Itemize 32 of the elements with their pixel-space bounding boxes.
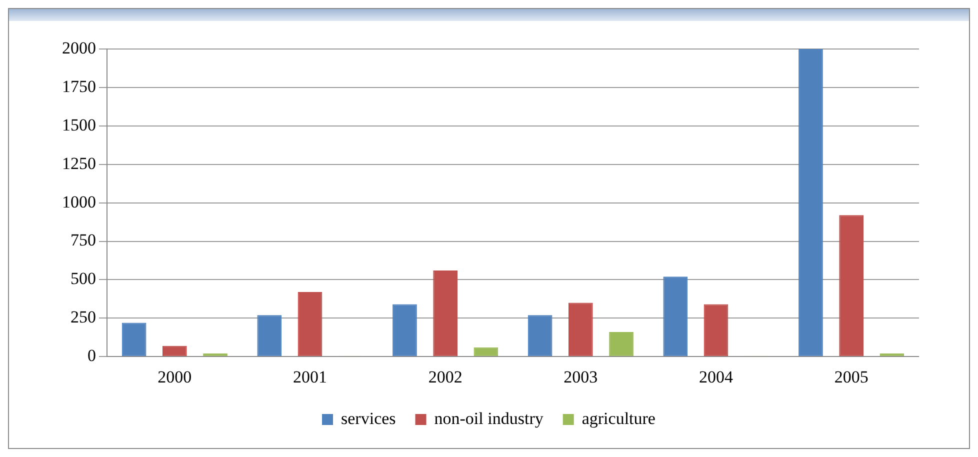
y-tick-label: 0 — [88, 346, 96, 366]
bar — [257, 315, 282, 356]
x-tick-label: 2001 — [293, 367, 327, 386]
legend-label: agriculture — [582, 408, 656, 428]
y-tick-label: 750 — [70, 230, 96, 250]
bar — [839, 215, 864, 356]
bar — [704, 304, 728, 356]
x-tick-label: 2004 — [699, 367, 734, 386]
y-tick-label: 2000 — [62, 38, 96, 58]
y-tick-label: 1250 — [62, 154, 96, 173]
bar — [433, 270, 458, 356]
bar — [474, 347, 498, 356]
bar — [568, 302, 593, 356]
y-tick-label: 500 — [70, 269, 96, 288]
y-tick-label: 1750 — [62, 76, 96, 96]
y-tick-label: 1500 — [62, 115, 96, 134]
bar — [798, 49, 823, 356]
bar — [122, 322, 146, 356]
legend-label: services — [341, 408, 396, 428]
y-tick-label: 250 — [70, 308, 96, 327]
bar — [392, 304, 417, 356]
legend-label: non-oil industry — [434, 408, 544, 428]
x-tick-label: 2005 — [834, 367, 868, 386]
x-tick-label: 2000 — [158, 367, 192, 386]
bar — [162, 346, 187, 356]
x-tick-label: 2002 — [428, 367, 462, 386]
bar — [609, 332, 634, 356]
bar — [528, 315, 552, 356]
bar — [663, 276, 688, 356]
x-tick-label: 2003 — [564, 367, 598, 386]
y-tick-label: 1000 — [62, 192, 96, 212]
bar — [298, 292, 322, 356]
